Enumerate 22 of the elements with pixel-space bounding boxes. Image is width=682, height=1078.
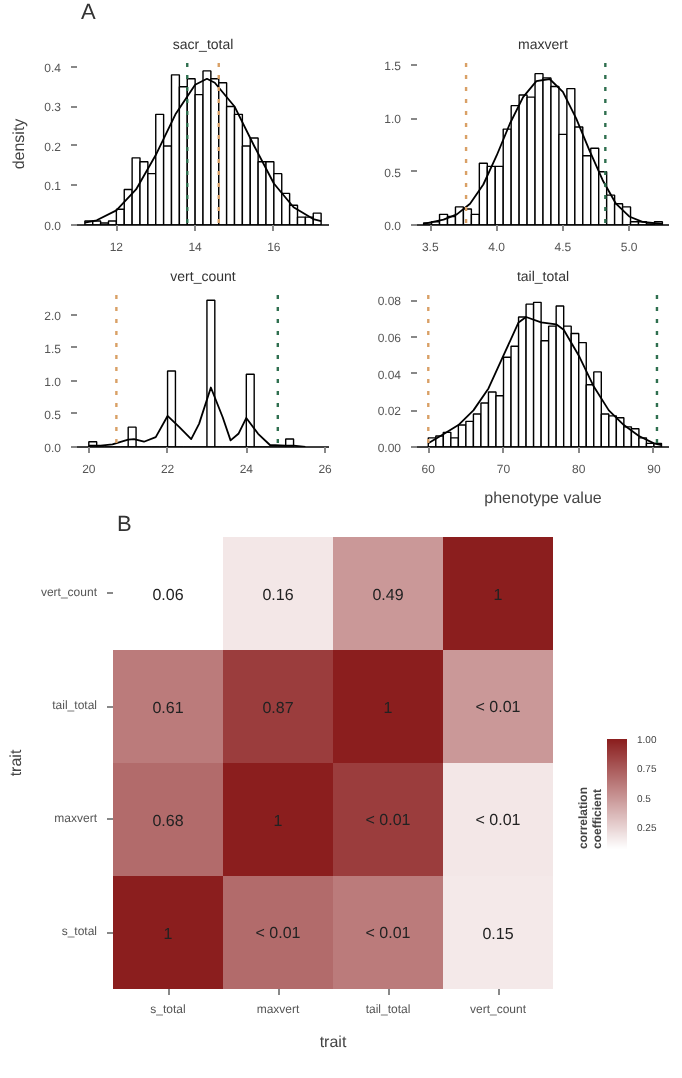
data-label: 1 xyxy=(163,924,174,943)
data-label: < 0.01 xyxy=(475,697,522,716)
annotation: B xyxy=(117,513,132,537)
x-axis-title: trait xyxy=(319,1033,348,1051)
data-label: 0.87 xyxy=(262,698,295,717)
y-axis-title: density xyxy=(10,118,29,170)
data-label: < 0.01 xyxy=(255,923,302,942)
data-label: 1 xyxy=(493,585,504,604)
text: A xyxy=(81,1,97,25)
x-axis-title: phenotype value xyxy=(484,489,603,507)
data-label: 0.15 xyxy=(482,924,515,943)
data-label: 0.61 xyxy=(152,698,185,717)
data-label: 0.49 xyxy=(372,585,405,604)
data-label: < 0.01 xyxy=(475,810,522,829)
data-label: 1 xyxy=(273,811,284,830)
data-label: 0.68 xyxy=(152,811,185,830)
data-label: 0.16 xyxy=(262,585,295,604)
data-label: 1 xyxy=(383,698,394,717)
data-label: < 0.01 xyxy=(365,923,412,942)
data-label: 0.06 xyxy=(152,585,185,604)
data-label: < 0.01 xyxy=(365,810,412,829)
y-axis-title: trait xyxy=(6,748,25,777)
